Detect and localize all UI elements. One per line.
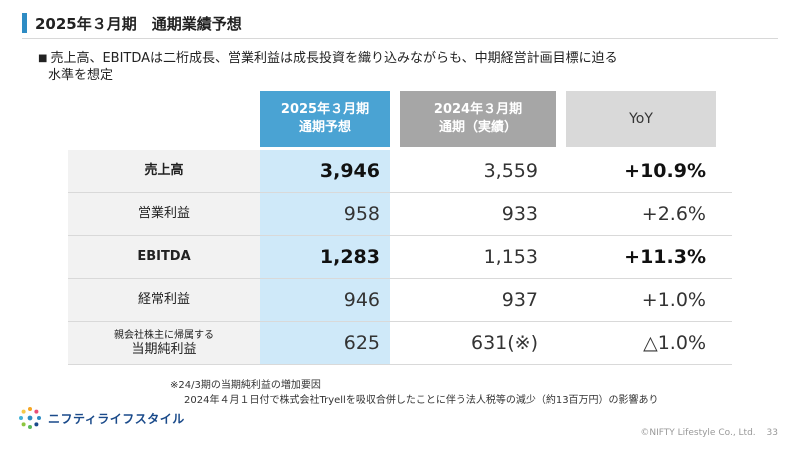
table-row-sales: 売上高 3,946 3,559 +10.9% bbox=[68, 150, 732, 193]
table-body: 売上高 3,946 3,559 +10.9% 営業利益 958 933 +2.6… bbox=[68, 150, 732, 365]
value-fy2025: 625 bbox=[343, 332, 380, 354]
value-yoy: +1.0% bbox=[641, 289, 706, 311]
table-row-ordinary-income: 経常利益 946 937 +1.0% bbox=[68, 279, 732, 322]
value-yoy: +10.9% bbox=[624, 160, 706, 182]
value-fy2024: 933 bbox=[501, 203, 538, 225]
company-logo: ニフティライフスタイル bbox=[18, 406, 185, 430]
copyright-text: ©NIFTY Lifestyle Co., Ltd. bbox=[640, 428, 756, 438]
bullet-square-icon: ■ bbox=[38, 53, 48, 64]
fy2025-column-highlight bbox=[260, 150, 390, 365]
row-label: 売上高 bbox=[68, 150, 260, 192]
row-label-main: 当期純利益 bbox=[131, 341, 197, 357]
title-divider bbox=[22, 38, 778, 39]
slide-title-bar: 2025年３月期 通期業績予想 bbox=[22, 12, 242, 34]
table-row-ebitda: EBITDA 1,283 1,153 +11.3% bbox=[68, 236, 732, 279]
bullet-text-line1: 売上高、EBITDAは二桁成長、営業利益は成長投資を織り込みながらも、中期経営計… bbox=[50, 51, 618, 66]
bullet-text-line2: 水準を想定 bbox=[48, 68, 114, 83]
row-label: 営業利益 bbox=[68, 193, 260, 235]
table-row-operating-income: 営業利益 958 933 +2.6% bbox=[68, 193, 732, 236]
value-yoy: +2.6% bbox=[641, 203, 706, 225]
value-fy2025: 3,946 bbox=[319, 160, 380, 182]
footnote-line1: ※24/3期の当期純利益の増加要因 bbox=[170, 380, 321, 391]
summary-bullet: ■ 売上高、EBITDAは二桁成長、営業利益は成長投資を織り込みながらも、中期経営… bbox=[38, 50, 738, 84]
value-fy2025: 958 bbox=[343, 203, 380, 225]
slide-title: 2025年３月期 通期業績予想 bbox=[35, 14, 242, 33]
logo-text: ニフティライフスタイル bbox=[48, 411, 185, 426]
title-accent-bar bbox=[22, 13, 27, 33]
value-fy2025: 946 bbox=[343, 289, 380, 311]
table-header-row: 2025年３月期 通期予想 2024年３月期 通期（実績） YoY bbox=[260, 91, 732, 147]
value-yoy: +11.3% bbox=[624, 246, 706, 268]
row-label-small: 親会社株主に帰属する bbox=[114, 329, 214, 341]
value-fy2024: 3,559 bbox=[483, 160, 538, 182]
footnote: ※24/3期の当期純利益の増加要因 2024年４月１日付で株式会社Tryellを… bbox=[170, 378, 659, 408]
footnote-line2: 2024年４月１日付で株式会社Tryellを吸収合併したことに伴う法人税等の減少… bbox=[184, 395, 659, 406]
row-label: EBITDA bbox=[68, 236, 260, 278]
page-number: 33 bbox=[766, 428, 778, 438]
row-label: 親会社株主に帰属する 当期純利益 bbox=[68, 322, 260, 364]
logo-burst-icon bbox=[19, 407, 41, 429]
slide-footer: ©NIFTY Lifestyle Co., Ltd. 33 bbox=[632, 428, 778, 438]
header-fy2024-actual: 2024年３月期 通期（実績） bbox=[400, 91, 556, 147]
value-fy2024: 937 bbox=[501, 289, 538, 311]
value-fy2024: 1,153 bbox=[483, 246, 538, 268]
row-label: 経常利益 bbox=[68, 279, 260, 321]
header-yoy: YoY bbox=[566, 91, 716, 147]
header-fy2025-forecast: 2025年３月期 通期予想 bbox=[260, 91, 390, 147]
value-fy2024: 631(※) bbox=[470, 332, 538, 354]
value-yoy: △1.0% bbox=[643, 332, 706, 354]
forecast-table: 2025年３月期 通期予想 2024年３月期 通期（実績） YoY 売上高 3,… bbox=[68, 91, 732, 365]
value-fy2025: 1,283 bbox=[319, 246, 380, 268]
table-row-net-income: 親会社株主に帰属する 当期純利益 625 631(※) △1.0% bbox=[68, 322, 732, 365]
